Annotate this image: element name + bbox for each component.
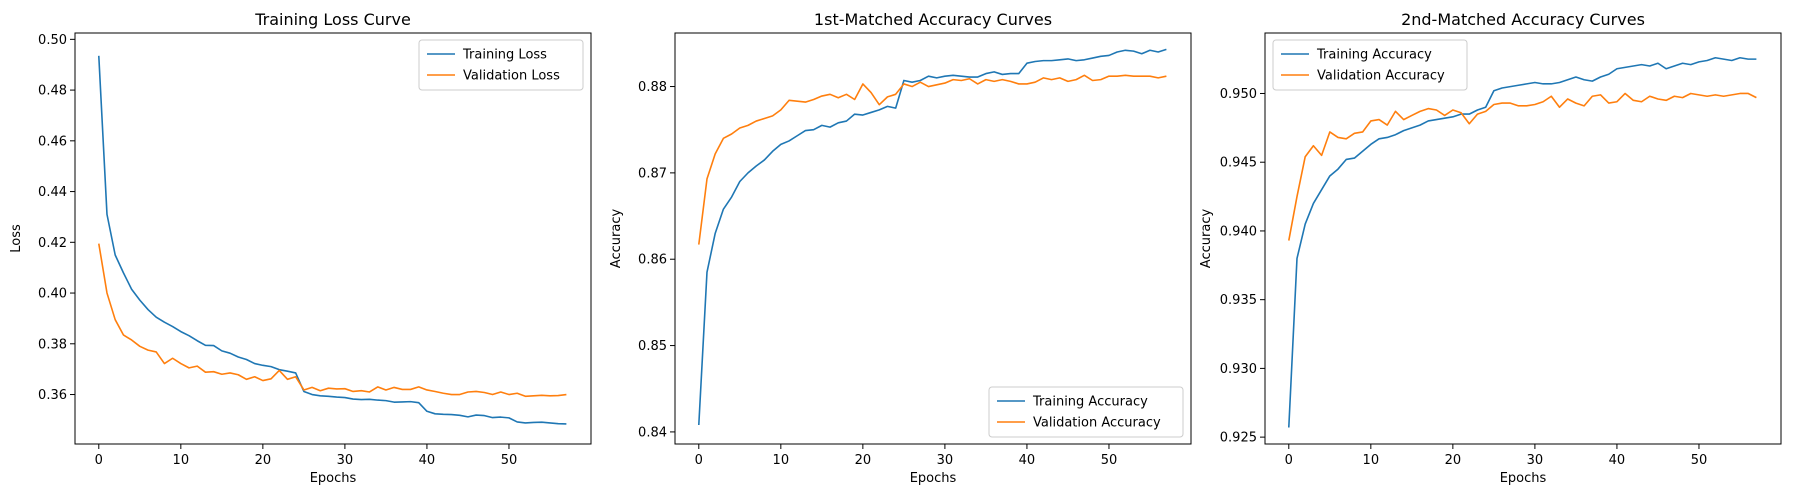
x-tick-label: 40 [1609,453,1626,468]
y-tick-label: 0.925 [1220,431,1257,446]
legend: Training Accuracy Validation Accuracy [1272,39,1468,91]
y-axis-label: Loss [9,224,24,253]
y-tick-label: 0.44 [38,185,67,200]
legend-label-training-loss: Training Loss [462,48,547,63]
legend: Training Loss Validation Loss [418,39,584,91]
x-tick-label: 40 [419,453,436,468]
plot-frame [74,32,592,445]
chart-title: 1st-Matched Accuracy Curves [814,10,1052,29]
legend-label-validation-accuracy: Validation Accuracy [1317,69,1445,84]
legend-box [988,386,1184,438]
chart-title: 2nd-Matched Accuracy Curves [1401,10,1645,29]
legend-box [1272,39,1468,91]
y-tick-label: 0.88 [638,80,667,95]
legend-label-validation-accuracy: Validation Accuracy [1033,416,1161,431]
x-tick-label: 40 [1019,453,1036,468]
x-tick-label: 20 [855,453,872,468]
x-tick-label: 50 [1101,453,1118,468]
plot-frame [1264,32,1782,445]
x-tick-label: 30 [937,453,954,468]
y-tick-label: 0.48 [38,84,67,99]
y-axis-label: Accuracy [609,209,624,269]
x-axis-label: Epochs [910,471,957,486]
x-tick-label: 30 [337,453,354,468]
x-tick-label: 0 [95,453,103,468]
y-tick-label: 0.36 [38,388,67,403]
y-tick-label: 0.85 [638,339,667,354]
y-tick-label: 0.86 [638,253,667,268]
y-tick-label: 0.46 [38,134,67,149]
legend-label-training-accuracy: Training Accuracy [1316,48,1432,63]
y-tick-label: 0.42 [38,236,67,251]
x-tick-label: 20 [1445,453,1462,468]
y-axis-label: Accuracy [1199,209,1214,269]
y-tick-label: 0.950 [1220,87,1257,102]
x-tick-label: 10 [173,453,190,468]
y-tick-label: 0.40 [38,287,67,302]
series-line-validation-accuracy [697,74,1167,245]
series-line-validation-accuracy [1288,92,1757,241]
y-tick-label: 0.935 [1220,293,1257,308]
y-tick-label: 0.84 [638,425,667,440]
y-tick-label: 0.87 [638,166,667,181]
x-tick-label: 20 [255,453,272,468]
legend: Training Accuracy Validation Accuracy [988,386,1184,438]
series-line-training-loss [97,55,567,425]
y-tick-label: 0.50 [38,33,67,48]
x-tick-label: 50 [1691,453,1708,468]
y-tick-label: 0.930 [1220,362,1257,377]
x-axis-label: Epochs [1500,471,1547,486]
x-tick-label: 30 [1527,453,1544,468]
loss-chart-panel: Training Loss Curve 0 10 20 30 40 50 0.36 0.38 0.… [9,10,592,486]
y-tick-label: 0.945 [1220,156,1257,171]
series-line-training-accuracy [1287,56,1757,428]
y-tick-label: 0.940 [1220,224,1257,239]
legend-label-validation-loss: Validation Loss [463,69,560,84]
y-tick-label: 0.38 [38,337,67,352]
series-line-training-accuracy [697,48,1167,426]
x-tick-label: 10 [773,453,790,468]
plot-frame [674,32,1192,445]
first-matched-accuracy-chart-panel: 1st-Matched Accuracy Curves 0 10 20 30 40 50 0.… [609,10,1192,486]
legend-label-training-accuracy: Training Accuracy [1032,395,1148,410]
x-tick-label: 0 [1285,453,1293,468]
x-axis-label: Epochs [310,471,357,486]
legend-box [418,39,584,91]
x-tick-label: 50 [501,453,518,468]
second-matched-accuracy-chart-panel: 2nd-Matched Accuracy Curves 0 10 20 30 40 50 0.… [1199,10,1782,486]
chart-title: Training Loss Curve [254,10,411,29]
series-line-validation-loss [98,243,567,398]
x-tick-label: 10 [1363,453,1380,468]
x-tick-label: 0 [695,453,703,468]
